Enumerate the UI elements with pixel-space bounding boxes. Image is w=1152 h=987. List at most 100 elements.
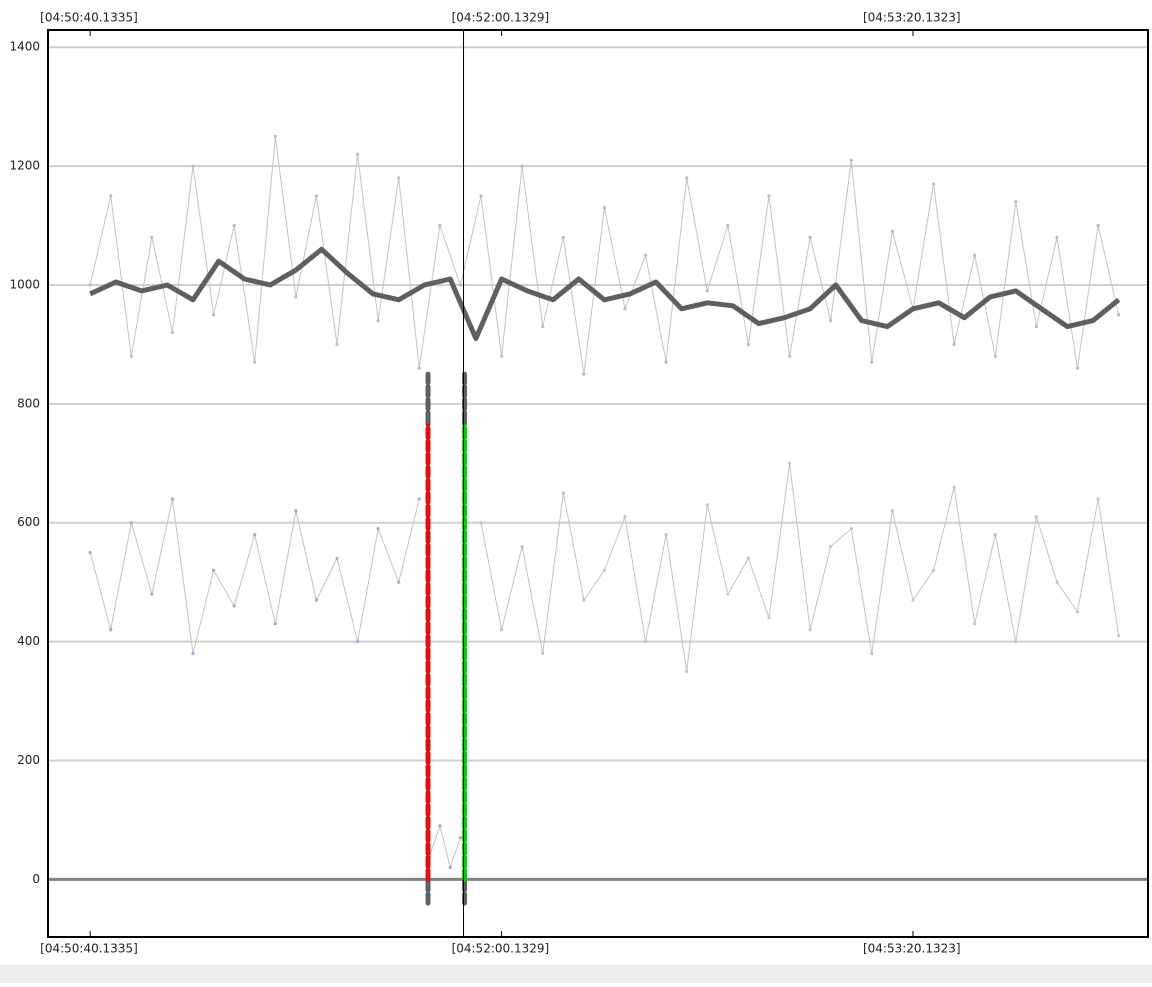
data-point <box>664 533 668 537</box>
plot-frame <box>47 29 1149 938</box>
y-tick-label: 0 <box>32 872 40 886</box>
data-point <box>890 509 895 513</box>
top-axis-band <box>0 0 1152 30</box>
data-point <box>376 319 380 323</box>
data-point <box>685 669 689 673</box>
data-point <box>541 651 545 656</box>
data-point <box>602 206 607 210</box>
data-point <box>376 527 380 531</box>
data-point <box>150 592 154 596</box>
data-point <box>870 360 874 364</box>
data-point <box>602 568 607 572</box>
data-point <box>273 622 277 626</box>
data-point <box>294 295 298 299</box>
data-point <box>417 366 421 370</box>
x-tick-label-top: [04:52:00.1329] <box>452 11 550 25</box>
data-point <box>448 865 452 870</box>
data-point <box>1034 324 1039 329</box>
data-point <box>88 283 92 287</box>
data-point <box>993 354 997 358</box>
data-point <box>643 253 648 257</box>
data-point <box>623 515 627 519</box>
data-point <box>746 342 751 347</box>
data-point <box>1034 515 1039 519</box>
data-point <box>458 283 463 287</box>
data-point <box>1096 497 1100 501</box>
data-point <box>88 550 92 555</box>
y-tick-label: 1400 <box>9 40 40 54</box>
data-point <box>705 503 709 507</box>
data-point <box>1117 634 1121 638</box>
data-point <box>787 354 792 358</box>
data-point <box>973 253 977 257</box>
y-tick-label: 400 <box>17 634 40 648</box>
data-point <box>829 319 833 323</box>
data-point <box>253 533 257 537</box>
data-point <box>499 354 504 358</box>
data-point <box>520 544 524 549</box>
data-point <box>129 354 133 358</box>
data-point <box>191 651 195 656</box>
y-tick-label: 1200 <box>9 159 40 173</box>
x-tick-label-top: [04:50:40.1335] <box>40 11 138 25</box>
data-point <box>211 568 216 572</box>
data-point <box>335 342 339 347</box>
data-point <box>314 598 319 602</box>
data-point <box>746 556 751 560</box>
data-point <box>767 194 771 198</box>
data-point <box>582 598 586 602</box>
data-point <box>1014 640 1018 644</box>
data-point <box>1075 610 1080 614</box>
data-point <box>561 235 565 240</box>
data-point <box>109 194 113 198</box>
data-point <box>397 176 401 180</box>
data-point <box>232 223 236 228</box>
data-point <box>314 194 319 198</box>
x-tick-label-bottom: [04:53:20.1323] <box>863 942 961 956</box>
data-point <box>355 640 360 644</box>
data-point <box>993 533 997 537</box>
series-line <box>429 825 461 868</box>
data-point <box>664 360 668 364</box>
x-tick-label-bottom: [04:50:40.1335] <box>40 942 138 956</box>
data-point <box>1055 580 1059 584</box>
data-point <box>232 604 236 608</box>
data-point <box>335 556 339 560</box>
data-point <box>1075 366 1080 370</box>
data-point <box>191 164 195 168</box>
data-point <box>582 372 586 376</box>
data-point <box>726 223 730 228</box>
data-point <box>808 628 812 632</box>
data-point <box>479 194 483 198</box>
series-line <box>480 462 1120 672</box>
data-point <box>150 235 154 240</box>
x-tick-label-bottom: [04:52:00.1329] <box>452 942 550 956</box>
y-tick-label: 800 <box>17 396 40 410</box>
data-point <box>397 580 401 584</box>
data-point <box>541 324 545 329</box>
data-point <box>355 152 360 156</box>
data-point <box>705 289 709 293</box>
data-point <box>499 628 504 632</box>
data-point <box>1014 200 1018 204</box>
data-point <box>253 360 257 364</box>
data-point <box>973 622 977 626</box>
y-tick-label: 1000 <box>9 277 40 291</box>
data-point <box>870 651 874 656</box>
data-point <box>685 176 689 180</box>
data-point <box>458 836 463 840</box>
data-point <box>129 521 133 525</box>
data-point <box>890 229 895 234</box>
data-point <box>829 544 833 549</box>
data-point <box>1096 223 1100 228</box>
series-line <box>89 246 1121 341</box>
data-point <box>623 307 627 311</box>
plot <box>48 30 1148 937</box>
data-point <box>294 509 298 513</box>
y-tick-label: 600 <box>17 515 40 529</box>
data-point <box>479 521 483 525</box>
data-point <box>211 313 216 317</box>
status-bar <box>0 965 1152 983</box>
